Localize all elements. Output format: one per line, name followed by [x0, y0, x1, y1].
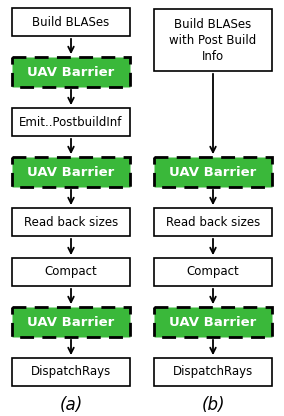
Text: (a): (a)	[59, 396, 83, 414]
Text: Build BLASes: Build BLASes	[32, 15, 110, 29]
FancyBboxPatch shape	[154, 258, 272, 286]
FancyBboxPatch shape	[12, 157, 130, 187]
FancyBboxPatch shape	[12, 108, 130, 136]
FancyBboxPatch shape	[154, 358, 272, 386]
Text: UAV Barrier: UAV Barrier	[27, 315, 115, 329]
Text: DispatchRays: DispatchRays	[31, 366, 111, 379]
FancyBboxPatch shape	[154, 157, 272, 187]
FancyBboxPatch shape	[12, 307, 130, 337]
Text: Read back sizes: Read back sizes	[166, 215, 260, 228]
Text: UAV Barrier: UAV Barrier	[27, 65, 115, 79]
Text: Build BLASes
with Post Build
Info: Build BLASes with Post Build Info	[169, 17, 257, 62]
FancyBboxPatch shape	[12, 358, 130, 386]
Text: DispatchRays: DispatchRays	[173, 366, 253, 379]
FancyBboxPatch shape	[154, 208, 272, 236]
Text: UAV Barrier: UAV Barrier	[27, 166, 115, 178]
FancyBboxPatch shape	[12, 208, 130, 236]
FancyBboxPatch shape	[12, 57, 130, 87]
FancyBboxPatch shape	[12, 8, 130, 36]
Text: Compact: Compact	[187, 265, 239, 278]
Text: Read back sizes: Read back sizes	[24, 215, 118, 228]
Text: UAV Barrier: UAV Barrier	[169, 166, 257, 178]
Text: Compact: Compact	[45, 265, 97, 278]
FancyBboxPatch shape	[154, 9, 272, 71]
Text: (b): (b)	[201, 396, 225, 414]
FancyBboxPatch shape	[12, 258, 130, 286]
Text: UAV Barrier: UAV Barrier	[169, 315, 257, 329]
FancyBboxPatch shape	[154, 307, 272, 337]
Text: Emit..PostbuildInf: Emit..PostbuildInf	[19, 116, 123, 129]
